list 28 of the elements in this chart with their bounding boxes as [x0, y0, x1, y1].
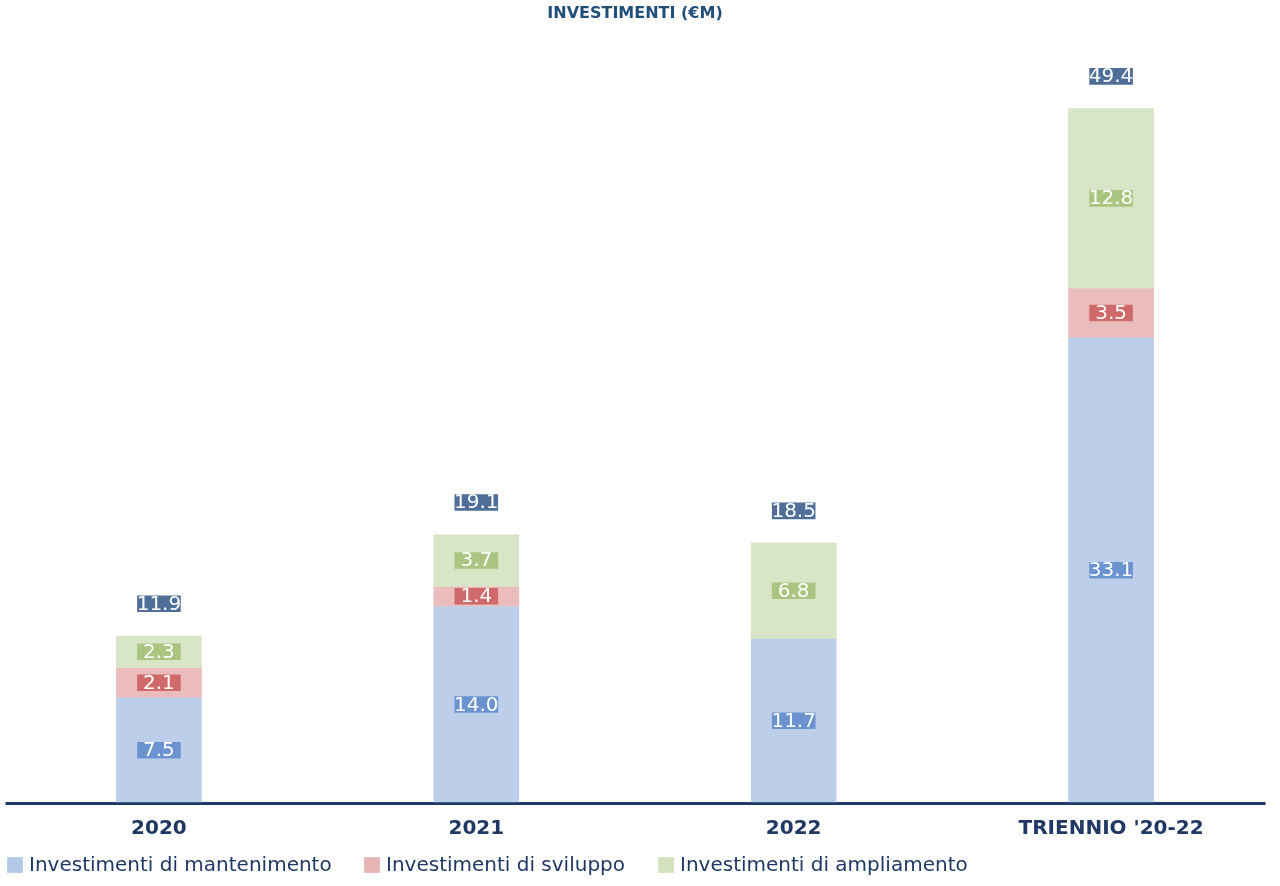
- total-label: 49.4: [1088, 63, 1134, 88]
- bar: [750, 638, 837, 803]
- chart-title: INVESTIMENTI (€M): [547, 3, 723, 22]
- data-label: 2.1: [143, 669, 175, 694]
- bar: [1068, 337, 1154, 803]
- legend-label: Investimenti di sviluppo: [386, 852, 626, 876]
- data-label: 6.8: [777, 577, 810, 602]
- x-tick-label: TRIENNIO '20-22: [1018, 814, 1204, 839]
- total-label: 19.1: [454, 489, 499, 514]
- data-label: 33.1: [1088, 557, 1134, 582]
- data-label: 3.5: [1095, 299, 1127, 324]
- data-label: 11.7: [771, 707, 816, 732]
- data-label: 12.8: [1088, 185, 1134, 210]
- total-label: 18.5: [771, 497, 816, 522]
- total-label: 11.9: [136, 590, 182, 615]
- data-label: 2.3: [143, 638, 175, 663]
- data-label: 1.4: [460, 583, 493, 608]
- x-tick-label: 2020: [131, 814, 187, 839]
- x-tick-label: 2021: [448, 814, 505, 839]
- legend-label: Investimenti di mantenimento: [29, 852, 332, 876]
- x-tick-label: 2022: [765, 814, 822, 839]
- legend-label: Investimenti di ampliamento: [680, 852, 968, 876]
- data-label: 7.5: [143, 737, 175, 762]
- data-label: 14.0: [454, 691, 499, 716]
- data-label: 3.7: [460, 547, 493, 572]
- bar: [750, 542, 837, 639]
- bar: [1068, 108, 1154, 289]
- bar: [116, 697, 202, 803]
